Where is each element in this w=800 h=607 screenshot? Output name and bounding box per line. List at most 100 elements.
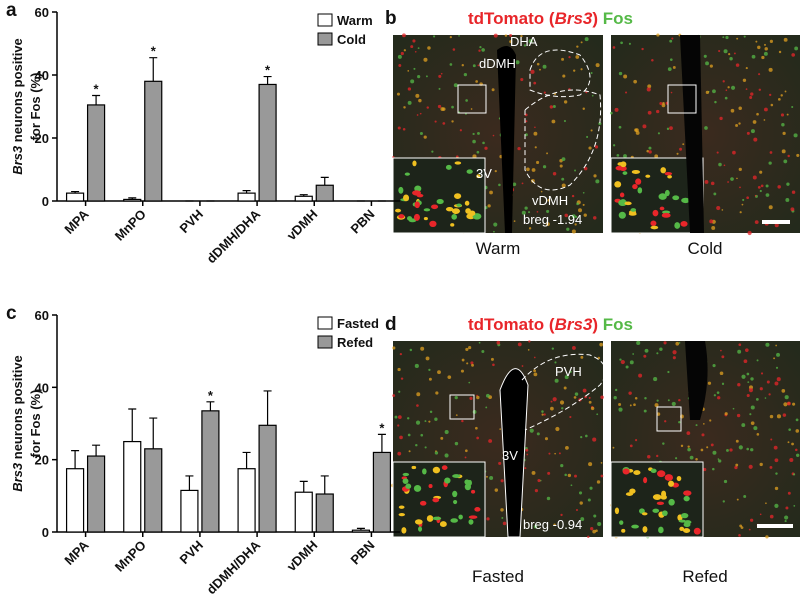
cell [573, 396, 577, 399]
cell [770, 103, 774, 107]
bar [315, 493, 334, 533]
legend-label: Fasted [337, 316, 379, 331]
region-label: PVH [555, 364, 582, 379]
cell [765, 535, 769, 539]
cell [763, 107, 768, 112]
cell [766, 380, 770, 384]
cell [774, 503, 779, 508]
cell [452, 490, 458, 498]
x-tick-label: MnPO [112, 538, 149, 575]
cell [494, 488, 499, 492]
cell [738, 122, 741, 125]
cell [796, 153, 800, 157]
cell [400, 377, 404, 380]
cell [509, 33, 513, 37]
cell [413, 213, 420, 221]
cell [652, 508, 660, 513]
cell [434, 451, 439, 455]
cell [423, 135, 427, 139]
cell [662, 101, 665, 105]
cell [593, 216, 597, 220]
cell [618, 71, 623, 76]
micrograph [610, 33, 800, 236]
cell [792, 473, 796, 476]
cell [718, 162, 722, 167]
cell [763, 119, 766, 121]
cell [574, 223, 577, 226]
cell [466, 169, 473, 174]
cell [449, 63, 453, 66]
cell [750, 405, 755, 410]
cell [783, 159, 788, 164]
cell [472, 154, 477, 159]
cell [536, 432, 540, 436]
cell [661, 212, 671, 218]
x-tick-label: PVH [177, 538, 207, 568]
cell [619, 520, 624, 525]
cell [547, 198, 551, 202]
cell [530, 69, 535, 74]
y-tick-label: 60 [35, 5, 49, 20]
error-bar [92, 94, 101, 105]
cell [769, 465, 773, 469]
error-bar [263, 390, 272, 426]
cell [704, 180, 709, 184]
cell [413, 67, 416, 70]
cell [723, 479, 728, 484]
cell [424, 446, 427, 449]
cell [614, 107, 619, 112]
cell [414, 50, 417, 53]
cell [680, 513, 689, 519]
scale-bar [757, 524, 793, 528]
y-tick-label: 60 [35, 308, 49, 323]
region-label: 3V [476, 166, 492, 181]
cell [407, 87, 412, 91]
cell [526, 453, 529, 456]
cell [458, 514, 463, 520]
cell [765, 193, 770, 197]
cell [534, 146, 537, 149]
cell [534, 126, 536, 129]
cell [485, 406, 488, 409]
cell [552, 104, 556, 108]
cell [465, 99, 468, 102]
cell [536, 210, 539, 213]
cell [787, 154, 790, 158]
cell [407, 433, 411, 437]
cell [472, 410, 477, 414]
cell [512, 182, 517, 187]
cell [552, 397, 557, 402]
cell [795, 429, 800, 433]
cell [542, 165, 547, 169]
cell [687, 447, 691, 452]
cell [593, 514, 597, 518]
cell [478, 341, 481, 344]
cell [746, 196, 749, 200]
cell [774, 458, 779, 463]
cell [716, 151, 719, 154]
cell [765, 184, 769, 188]
cell [647, 84, 652, 89]
cell [738, 167, 742, 172]
cell [454, 441, 459, 446]
cell [720, 349, 722, 352]
cell [590, 72, 593, 74]
cell [468, 381, 471, 384]
cell [618, 407, 623, 412]
cell [459, 129, 462, 132]
cell [658, 526, 664, 534]
cell [531, 168, 536, 172]
cell [561, 157, 566, 162]
cell [701, 433, 705, 437]
cell [652, 209, 659, 217]
cell [419, 131, 423, 136]
cell [654, 154, 659, 159]
cell [632, 183, 638, 190]
cell [643, 354, 647, 358]
cell [624, 201, 632, 206]
bar [294, 491, 313, 533]
cell [460, 369, 464, 373]
panel-letter: d [385, 314, 397, 335]
cell [659, 101, 663, 105]
cell [614, 181, 622, 188]
